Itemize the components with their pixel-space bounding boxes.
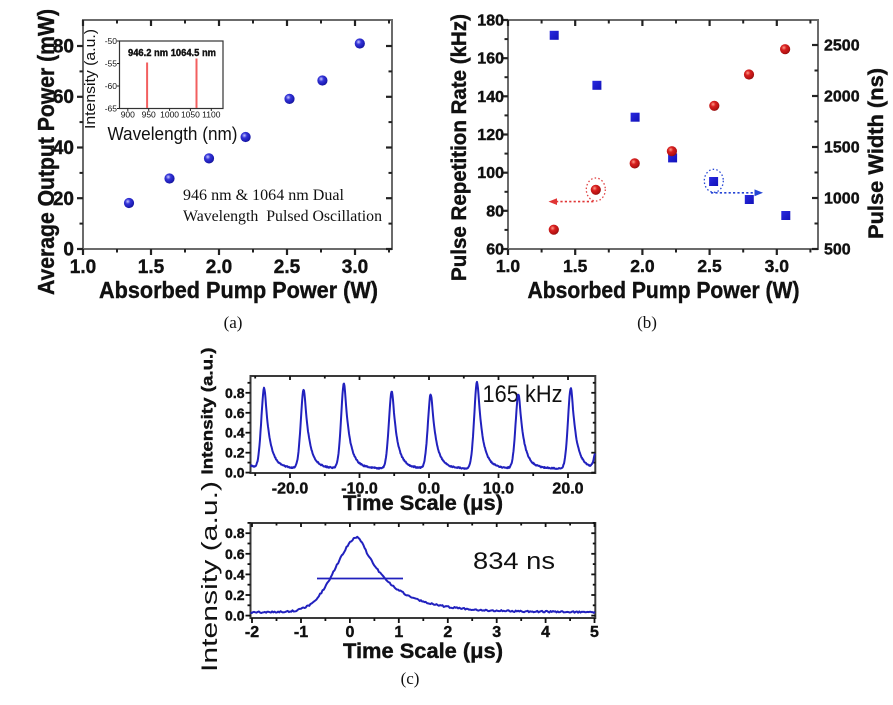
svg-text:0.2: 0.2 (225, 445, 245, 461)
svg-text:1100: 1100 (202, 110, 221, 120)
svg-text:(a): (a) (224, 313, 243, 332)
svg-text:834 ns: 834 ns (473, 548, 555, 575)
svg-text:(b): (b) (637, 313, 657, 332)
svg-text:0.4: 0.4 (225, 566, 245, 582)
svg-text:0.0: 0.0 (418, 481, 440, 498)
svg-text:0: 0 (345, 624, 354, 641)
svg-text:1050: 1050 (181, 110, 200, 120)
svg-text:950: 950 (142, 110, 156, 120)
svg-text:80: 80 (53, 37, 74, 58)
svg-text:1.0: 1.0 (70, 257, 96, 278)
svg-text:0.6: 0.6 (225, 405, 245, 421)
svg-text:160: 160 (477, 51, 504, 68)
svg-text:(c): (c) (401, 669, 420, 688)
svg-text:0.4: 0.4 (225, 425, 245, 441)
svg-text:2500: 2500 (824, 38, 860, 55)
svg-text:0.6: 0.6 (225, 546, 245, 562)
svg-text:1: 1 (394, 624, 403, 641)
svg-text:10.0: 10.0 (483, 481, 514, 498)
svg-text:3.0: 3.0 (342, 257, 368, 278)
svg-text:100: 100 (477, 165, 504, 182)
svg-text:-2: -2 (245, 624, 259, 641)
svg-text:2.0: 2.0 (630, 256, 655, 276)
svg-text:1000: 1000 (160, 110, 179, 120)
svg-text:900: 900 (121, 110, 135, 120)
svg-text:60: 60 (53, 87, 74, 108)
svg-text:3.0: 3.0 (765, 256, 790, 276)
svg-text:Intensity (a.u.): Intensity (a.u.) (200, 348, 217, 475)
svg-text:120: 120 (477, 127, 504, 144)
svg-text:0: 0 (63, 240, 74, 261)
svg-text:-55: -55 (105, 59, 118, 69)
svg-text:40: 40 (53, 138, 74, 159)
svg-text:0.8: 0.8 (225, 525, 245, 541)
svg-text:2000: 2000 (824, 89, 860, 106)
svg-text:-10.0: -10.0 (341, 481, 378, 498)
svg-text:-1: -1 (294, 624, 308, 641)
svg-text:165 kHz: 165 kHz (483, 381, 563, 408)
svg-text:0.0: 0.0 (225, 608, 245, 624)
svg-text:0.8: 0.8 (225, 385, 245, 401)
svg-text:-50: -50 (105, 36, 118, 46)
svg-text:Average Output Power (mW): Average Output Power (mW) (33, 9, 59, 295)
svg-text:1.5: 1.5 (138, 257, 165, 278)
svg-text:Pulse Width (ns): Pulse Width (ns) (865, 68, 888, 239)
svg-text:Time Scale (μs): Time Scale (μs) (343, 640, 503, 663)
svg-text:946.2 nm 1064.5 nm: 946.2 nm 1064.5 nm (128, 47, 216, 59)
svg-text:-65: -65 (105, 104, 118, 114)
svg-text:4: 4 (541, 624, 550, 641)
svg-text:Absorbed Pump Power (W): Absorbed Pump Power (W) (528, 277, 800, 303)
svg-text:Wavelength (nm): Wavelength (nm) (108, 124, 238, 144)
svg-text:Time Scale (μs): Time Scale (μs) (343, 492, 503, 515)
svg-text:1.5: 1.5 (563, 256, 588, 276)
svg-text:60: 60 (486, 242, 504, 259)
svg-text:2: 2 (443, 624, 452, 641)
svg-text:Pulse Repetition Rate (kHz): Pulse Repetition Rate (kHz) (448, 14, 471, 281)
svg-text:-60: -60 (105, 81, 118, 91)
svg-text:1000: 1000 (824, 191, 860, 208)
svg-text:500: 500 (824, 242, 851, 259)
svg-text:946 nm & 1064 nm Dual: 946 nm & 1064 nm Dual (183, 187, 344, 204)
svg-text:140: 140 (477, 89, 504, 106)
svg-text:1500: 1500 (824, 140, 860, 157)
svg-text:0.0: 0.0 (225, 465, 245, 481)
svg-text:2.5: 2.5 (697, 256, 722, 276)
svg-text:Absorbed Pump Power (W): Absorbed Pump Power (W) (99, 277, 378, 303)
svg-text:180: 180 (477, 13, 504, 30)
svg-text:0.2: 0.2 (225, 587, 245, 603)
svg-text:5: 5 (590, 624, 599, 641)
svg-text:3: 3 (492, 624, 501, 641)
svg-text:20.0: 20.0 (552, 481, 583, 498)
svg-text:Intensity (a.u.): Intensity (a.u.) (83, 29, 99, 129)
svg-text:20: 20 (53, 189, 74, 210)
svg-text:1.0: 1.0 (496, 256, 521, 276)
svg-text:Wavelength Pulsed Oscillation: Wavelength Pulsed Oscillation (183, 208, 382, 225)
svg-text:2.5: 2.5 (274, 257, 301, 278)
svg-text:2.0: 2.0 (206, 257, 232, 278)
svg-text:Intensity (a.u.): Intensity (a.u.) (197, 481, 222, 672)
svg-text:80: 80 (486, 203, 504, 220)
svg-text:-20.0: -20.0 (272, 481, 309, 498)
